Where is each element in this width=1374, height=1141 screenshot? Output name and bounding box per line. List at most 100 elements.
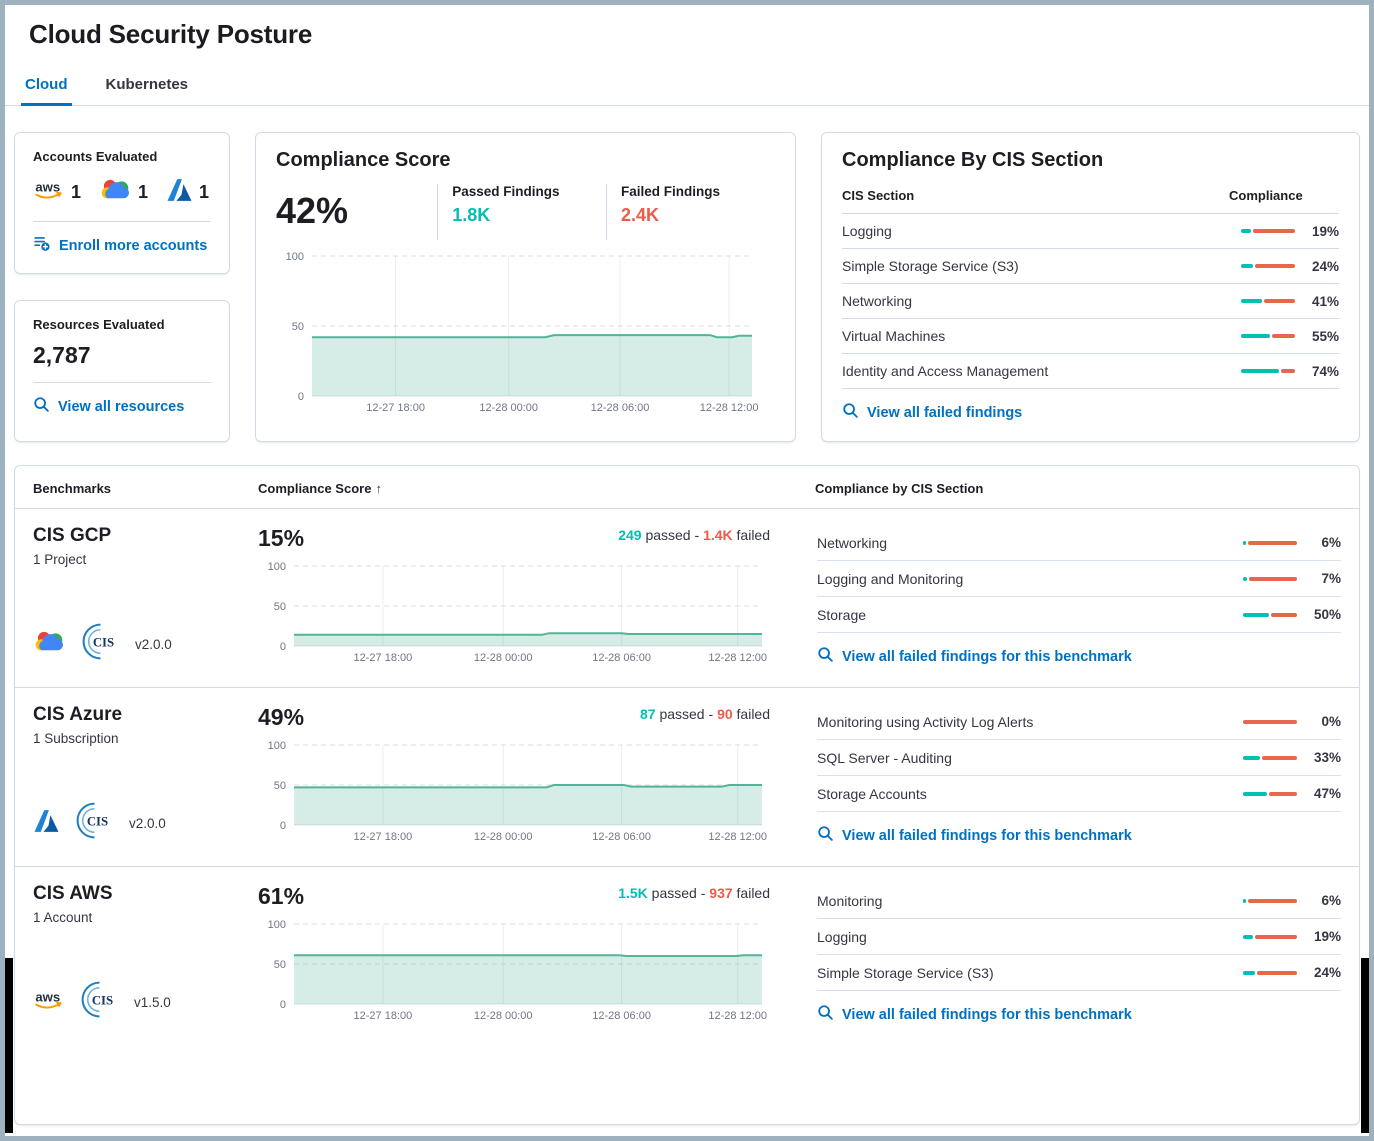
benchmark-info: CIS AWS 1 Account aws CIS v1.5.0 (33, 883, 258, 1031)
svg-text:aws: aws (35, 990, 60, 1005)
benchmark-scope: 1 Account (33, 910, 93, 925)
benchmark-version: v2.0.0 (135, 636, 172, 652)
svg-text:0: 0 (280, 999, 286, 1011)
failed-count: 937 (709, 885, 733, 901)
svg-text:12-27 18:00: 12-27 18:00 (354, 831, 413, 843)
passed-failed-summary: 1.5K passed - 937 failed (618, 885, 770, 901)
compliance-percent: 33% (1313, 750, 1341, 765)
sort-ascending-icon: ↑ (375, 481, 382, 496)
benchmark-meta: CIS v2.0.0 (33, 800, 258, 846)
resources-evaluated-card: Resources Evaluated 2,787 View all resou… (14, 300, 230, 442)
view-failed-findings-benchmark-link[interactable]: View all failed findings for this benchm… (817, 1004, 1341, 1025)
svg-text:12-28 12:00: 12-28 12:00 (700, 402, 758, 414)
svg-text:12-28 06:00: 12-28 06:00 (592, 652, 651, 664)
benchmark-row: CIS AWS 1 Account aws CIS v1.5.0 61% 1.5… (15, 867, 1359, 1045)
benchmark-section-rows: Monitoring 6% Logging 19% Simple Storage… (817, 883, 1341, 991)
benchmark-score: 61% (258, 883, 305, 909)
cis-section-row: Identity and Access Management 74% (842, 354, 1339, 389)
benchmark-score-cell: 61% 1.5K passed - 937 failed 0 50 100 12-27… (258, 883, 815, 1031)
benchmark-scope: 1 Project (33, 552, 87, 567)
svg-text:12-28 00:00: 12-28 00:00 (474, 1010, 533, 1022)
compliance-percent: 6% (1321, 893, 1341, 908)
benchmark-name: CIS Azure (33, 704, 123, 725)
tab-cloud[interactable]: Cloud (21, 70, 72, 106)
view-all-resources-link[interactable]: View all resources (33, 396, 211, 417)
benchmark-trend-chart: 0 50 100 12-27 18:00 12-28 00:00 12-28 06:00 1… (258, 739, 815, 852)
cis-section-row: Logging and Monitoring 7% (817, 561, 1341, 597)
compliance-score-stats: 42% Passed Findings 1.8K Failed Findings… (276, 182, 775, 242)
benchmarks-rows: CIS GCP 1 Project CIS v2.0.0 15% 249 pas… (15, 509, 1359, 1045)
compliance-bar (1241, 299, 1295, 303)
resources-evaluated-title: Resources Evaluated (33, 317, 165, 332)
cis-section-label: Logging (817, 928, 867, 945)
benchmark-info: CIS GCP 1 Project CIS v2.0.0 (33, 525, 258, 673)
cis-section-label: Logging and Monitoring (817, 570, 964, 587)
azure-icon (166, 178, 193, 207)
overall-compliance-score: 42% (276, 190, 349, 231)
accounts-evaluated-card: Accounts Evaluated aws 1 1 1 Enroll more … (14, 132, 230, 274)
benchmark-name: CIS GCP (33, 525, 112, 546)
cis-logo-icon: CIS (79, 979, 120, 1025)
compliance-score-column-header[interactable]: Compliance Score ↑ (258, 481, 382, 496)
cis-section-row: Simple Storage Service (S3) 24% (817, 955, 1341, 991)
svg-text:aws: aws (35, 180, 60, 195)
compliance-percent: 24% (1311, 258, 1339, 274)
compliance-bar (1241, 334, 1295, 338)
cis-section-label: Identity and Access Management (842, 363, 1049, 379)
summary-section: Accounts Evaluated aws 1 1 1 Enroll more … (14, 132, 1360, 442)
compliance-percent: 19% (1311, 223, 1339, 239)
cis-section-label: Virtual Machines (842, 328, 946, 344)
compliance-bar (1243, 576, 1297, 581)
benchmark-section-rows: Networking 6% Logging and Monitoring 7% … (817, 525, 1341, 633)
compliance-score-title: Compliance Score (276, 149, 451, 171)
divider (437, 184, 439, 240)
benchmark-trend-chart: 0 50 100 12-27 18:00 12-28 00:00 12-28 06:00 1… (258, 560, 815, 673)
benchmark-section-rows: Monitoring using Activity Log Alerts 0% … (817, 704, 1341, 812)
view-all-failed-findings-link[interactable]: View all failed findings (842, 402, 1339, 423)
cis-section-table: CIS Section Compliance Logging 19% Simpl… (842, 188, 1339, 389)
benchmarks-table-header: Benchmarks Compliance Score ↑ Compliance … (15, 466, 1359, 509)
cis-section-row: Monitoring 6% (817, 883, 1341, 919)
cis-section-row: Storage Accounts 47% (817, 776, 1341, 812)
cis-section-row: Logging 19% (842, 214, 1339, 249)
compliance-percent: 19% (1313, 929, 1341, 944)
tab-kubernetes[interactable]: Kubernetes (102, 70, 193, 105)
provider-icon (33, 628, 66, 660)
compliance-bar (1241, 369, 1295, 373)
cis-section-rows: Logging 19% Simple Storage Service (S3) … (842, 214, 1339, 389)
compliance-bar (1241, 264, 1295, 268)
failed-findings-stat: Failed Findings 2.4K (607, 182, 775, 242)
benchmark-scope: 1 Subscription (33, 731, 119, 746)
cis-section-label: Simple Storage Service (S3) (842, 258, 1019, 274)
cis-section-label: Simple Storage Service (S3) (817, 964, 994, 981)
compliance-percent: 55% (1311, 328, 1339, 344)
benchmark-score-cell: 49% 87 passed - 90 failed 0 50 100 12-27 18… (258, 704, 815, 852)
cis-section-row: SQL Server - Auditing 33% (817, 740, 1341, 776)
view-failed-findings-benchmark-link[interactable]: View all failed findings for this benchm… (817, 646, 1341, 667)
search-icon (33, 396, 50, 417)
compliance-bar (1243, 612, 1297, 617)
passed-count: 87 (639, 706, 656, 722)
cis-section-table-header: CIS Section Compliance (842, 188, 1339, 214)
view-failed-findings-benchmark-link[interactable]: View all failed findings for this benchm… (817, 825, 1341, 846)
cis-section-column-header: CIS Section (842, 188, 915, 203)
passed-failed-summary: 87 passed - 90 failed (639, 706, 770, 722)
gcp-account-count: 1 (99, 176, 148, 208)
compliance-percent: 0% (1321, 714, 1341, 729)
compliance-bar (1243, 791, 1297, 796)
compliance-column-header: Compliance (1229, 188, 1303, 203)
svg-text:100: 100 (286, 251, 304, 263)
svg-text:0: 0 (280, 820, 286, 832)
svg-text:12-28 00:00: 12-28 00:00 (474, 652, 533, 664)
failed-findings-value: 2.4K (621, 205, 660, 225)
svg-text:12-28 00:00: 12-28 00:00 (474, 831, 533, 843)
failed-count: 1.4K (703, 527, 733, 543)
cis-section-label: Monitoring using Activity Log Alerts (817, 713, 1034, 730)
enroll-more-accounts-link[interactable]: Enroll more accounts (33, 235, 211, 256)
search-icon (842, 402, 859, 423)
benchmark-trend-chart: 0 50 100 12-27 18:00 12-28 00:00 12-28 06:00 1… (258, 918, 815, 1031)
svg-text:100: 100 (268, 919, 286, 931)
window-background-left (5, 958, 13, 1133)
compliance-bar (1243, 719, 1297, 724)
svg-text:12-28 00:00: 12-28 00:00 (479, 402, 538, 414)
